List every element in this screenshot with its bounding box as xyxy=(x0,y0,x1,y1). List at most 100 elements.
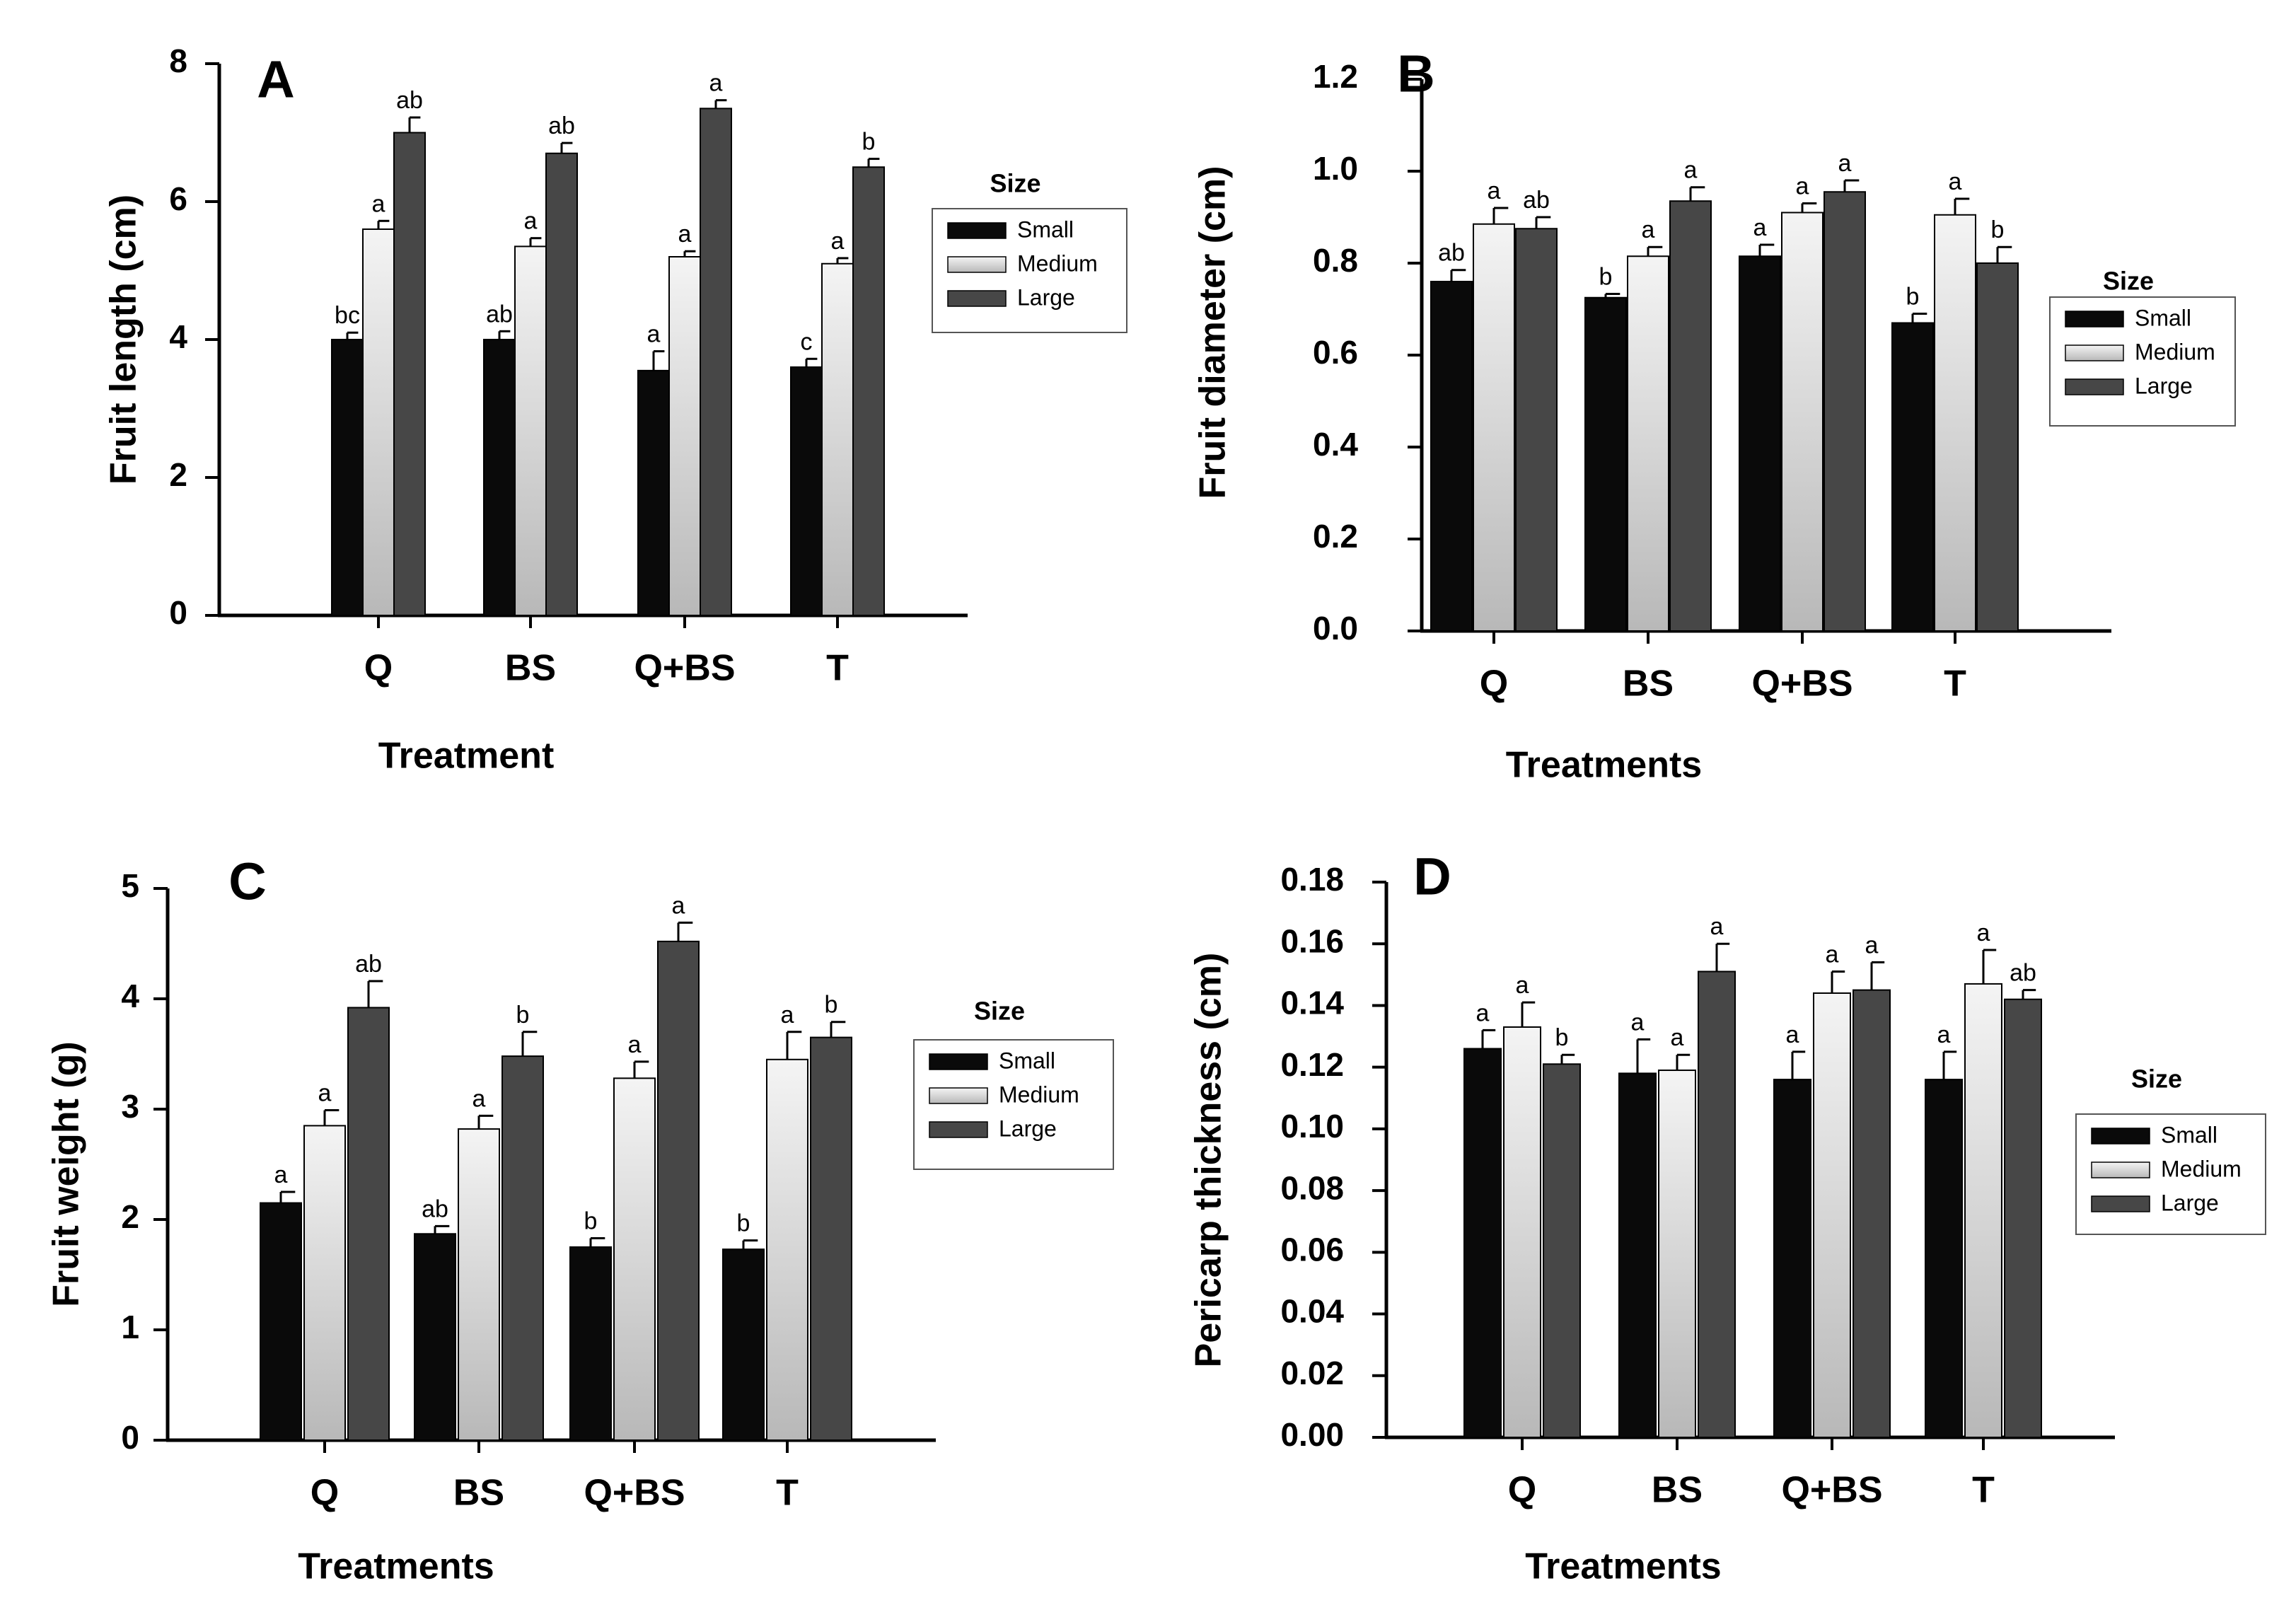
legend: Size Small Medium Large xyxy=(932,169,1127,333)
chart-panel-d: D 0.00 0.02 0.04 0.06 0.08 0.10 0.12 0.14 0.16 0.1… xyxy=(1188,847,2266,1587)
bar-medium xyxy=(766,1058,808,1442)
bar-large xyxy=(1515,228,1558,632)
legend-swatch-small xyxy=(929,1053,988,1070)
significance-label: b xyxy=(862,129,876,156)
legend-swatch-small xyxy=(947,222,1007,239)
y-tick-label: 1.0 xyxy=(1313,150,1358,187)
significance-label: b xyxy=(737,1210,750,1237)
legend-label-large: Large xyxy=(2135,373,2193,398)
x-tick-label: Q+BS xyxy=(584,1473,685,1514)
legend-swatch-medium xyxy=(2065,344,2124,361)
y-axis-title: Pericarp thickness (cm) xyxy=(1188,953,1229,1368)
bar-large xyxy=(1543,1063,1581,1438)
significance-label: b xyxy=(1991,216,2005,243)
significance-label: a xyxy=(1753,214,1767,241)
x-tick-label: BS xyxy=(1623,664,1674,705)
bar-large xyxy=(2004,998,2042,1438)
x-axis-title: Treatments xyxy=(298,1546,494,1587)
bar-small xyxy=(1430,281,1473,632)
significance-label: a xyxy=(1826,941,1839,968)
x-tick-label: BS xyxy=(1652,1470,1703,1511)
bar-medium xyxy=(362,228,395,616)
legend-label-medium: Medium xyxy=(2135,339,2215,364)
bar-large xyxy=(1698,970,1736,1438)
bar-medium xyxy=(613,1077,656,1441)
bar-medium xyxy=(1627,255,1669,632)
panel-letter: D xyxy=(1413,847,1451,906)
panel-letter: A xyxy=(257,50,294,109)
bar-large xyxy=(545,152,578,616)
legend: Size Small Medium Large xyxy=(2049,267,2236,427)
legend-title: Size xyxy=(990,169,1040,198)
y-tick-label: 0.14 xyxy=(1280,985,1344,1021)
bar-small xyxy=(1463,1048,1502,1438)
y-tick-label: 4 xyxy=(121,978,139,1014)
y-tick-label: 0.2 xyxy=(1313,518,1358,555)
bar-large xyxy=(810,1036,852,1441)
x-tick-label: Q+BS xyxy=(1781,1470,1882,1511)
y-tick-label: 0.04 xyxy=(1280,1293,1344,1330)
bar-small xyxy=(483,339,516,616)
bar-large xyxy=(700,108,732,616)
bar-medium xyxy=(303,1125,346,1442)
panel-letter: B xyxy=(1397,45,1434,103)
significance-label: a xyxy=(647,321,661,348)
significance-label: a xyxy=(1684,157,1698,184)
y-tick-label: 0 xyxy=(121,1419,139,1456)
y-tick-label: 1.2 xyxy=(1313,58,1358,95)
bar-large xyxy=(852,166,885,616)
legend-label-medium: Medium xyxy=(1017,250,1098,276)
significance-label: ab xyxy=(548,112,575,139)
significance-label: a xyxy=(1977,920,1990,946)
bar-large xyxy=(1853,989,1891,1438)
bar-medium xyxy=(514,245,547,616)
y-tick-label: 0.0 xyxy=(1313,610,1358,647)
x-tick-label: Q xyxy=(1508,1470,1536,1511)
significance-label: a xyxy=(318,1080,332,1107)
legend-title: Size xyxy=(2131,1065,2182,1094)
legend-swatch-medium xyxy=(929,1087,988,1104)
legend-title: Size xyxy=(2103,267,2154,296)
legend-label-large: Large xyxy=(1017,284,1075,310)
significance-label: a xyxy=(1796,173,1809,199)
x-tick-label: T xyxy=(1972,1470,1995,1511)
y-axis-title: Fruit length (cm) xyxy=(103,195,144,485)
bar-medium xyxy=(1964,983,2002,1438)
y-tick-label: 1 xyxy=(121,1309,139,1345)
significance-label: a xyxy=(709,70,723,97)
y-tick-label: 6 xyxy=(169,180,187,217)
significance-label: b xyxy=(1906,283,1920,310)
significance-label: b xyxy=(516,1002,530,1029)
significance-label: ab xyxy=(486,301,513,328)
significance-label: a xyxy=(1631,1009,1645,1036)
legend-swatch-large xyxy=(947,290,1007,307)
y-tick-label: 8 xyxy=(169,42,187,79)
x-tick-label: Q+BS xyxy=(634,648,735,689)
x-tick-label: Q xyxy=(364,648,393,689)
chart-panel-b: B 0.0 0.2 0.4 0.6 0.8 1.0 1.2 Fruit diameter (cm… xyxy=(1193,45,2236,786)
legend-swatch-large xyxy=(2065,378,2124,395)
significance-label: b xyxy=(584,1208,598,1235)
bar-small xyxy=(414,1233,456,1442)
legend: Size Small Medium Large xyxy=(2075,1065,2266,1235)
legend-label-large: Large xyxy=(2161,1190,2219,1215)
significance-label: ab xyxy=(1523,187,1550,214)
bar-medium xyxy=(1473,223,1515,632)
significance-label: a xyxy=(274,1161,288,1188)
bar-small xyxy=(1618,1072,1657,1438)
legend-label-medium: Medium xyxy=(999,1082,1079,1107)
bar-medium xyxy=(1934,214,1976,632)
significance-label: a xyxy=(1488,178,1501,204)
bar-medium xyxy=(821,262,854,616)
x-tick-label: Q xyxy=(1480,664,1508,705)
legend-swatch-large xyxy=(929,1121,988,1138)
bar-small xyxy=(331,339,364,616)
significance-label: b xyxy=(1599,264,1613,291)
legend-label-small: Small xyxy=(999,1048,1055,1073)
y-tick-label: 0 xyxy=(169,594,187,631)
panel-letter: C xyxy=(228,852,266,911)
legend-swatch-large xyxy=(2091,1195,2150,1212)
significance-label: a xyxy=(1516,972,1529,999)
